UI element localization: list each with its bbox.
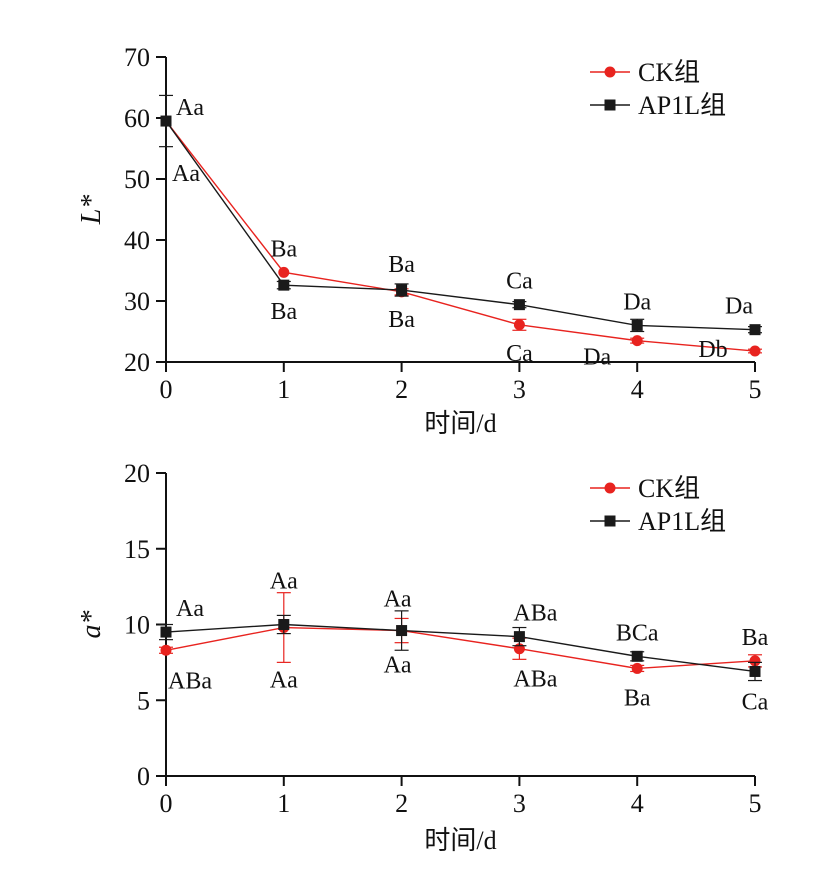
- data-point-ap1l: [749, 665, 761, 677]
- legend-marker-ck: [604, 482, 616, 494]
- significance-label: Aa: [172, 161, 200, 187]
- legend-label: CK组: [638, 58, 700, 87]
- significance-label: Ca: [506, 269, 533, 295]
- significance-label: ABa: [168, 668, 212, 694]
- data-point-ap1l: [631, 650, 643, 662]
- data-point-ap1l: [513, 299, 525, 311]
- data-point-ck: [631, 335, 643, 347]
- data-point-ap1l: [396, 625, 408, 637]
- significance-label: Aa: [176, 596, 204, 622]
- significance-label: Ba: [388, 252, 415, 278]
- x-tick-label: 5: [749, 789, 762, 818]
- data-point-ap1l: [396, 284, 408, 296]
- chart-panel-l-star: 20 30 40 50 60 70 0 1 2 3 4 5 时间/d L* Aa Ba Ba Ca Da Db Aa Ba…: [76, 43, 762, 438]
- data-point-ap1l: [278, 279, 290, 291]
- significance-label: Aa: [384, 653, 412, 679]
- y-tick-label: 0: [137, 762, 150, 791]
- y-tick-label: 40: [124, 226, 150, 255]
- significance-label: Aa: [384, 587, 412, 613]
- y-tick-label: 70: [124, 43, 150, 72]
- legend-label: AP1L组: [638, 91, 726, 120]
- significance-label: Da: [725, 294, 753, 320]
- series-line-ap1l: [165, 120, 756, 331]
- data-point-ck: [160, 644, 172, 656]
- data-point-ap1l: [278, 619, 290, 630]
- significance-label: Ba: [624, 685, 651, 711]
- significance-label: Ba: [742, 625, 769, 651]
- data-point-ap1l: [160, 626, 172, 638]
- significance-label: Da: [583, 345, 611, 371]
- x-axis-title: 时间/d: [424, 826, 496, 855]
- y-tick-label: 10: [124, 611, 150, 640]
- significance-label: BCa: [616, 620, 659, 646]
- y-axis-title: a*: [76, 611, 107, 639]
- data-point-ap1l: [631, 319, 643, 331]
- series-line-ck: [165, 626, 756, 670]
- significance-label: Ca: [742, 689, 769, 715]
- x-tick-label: 0: [160, 789, 173, 818]
- y-tick-label: 20: [124, 348, 150, 377]
- data-point-ck: [278, 266, 290, 278]
- x-tick-label: 4: [631, 789, 644, 818]
- significance-label: Ba: [388, 307, 415, 333]
- significance-label: Aa: [270, 668, 298, 694]
- significance-label: ABa: [513, 601, 557, 627]
- significance-label: Aa: [270, 569, 298, 595]
- data-point-ck: [749, 345, 761, 357]
- data-point-ck: [749, 655, 761, 667]
- legend-label: CK组: [638, 474, 700, 503]
- x-tick-label: 0: [160, 375, 173, 404]
- y-tick-label: 15: [124, 535, 150, 564]
- data-point-ap1l: [160, 115, 172, 127]
- x-tick-label: 2: [395, 375, 408, 404]
- series-line-ap1l: [165, 623, 756, 673]
- significance-label: Da: [623, 289, 651, 315]
- legend-label: AP1L组: [638, 507, 726, 536]
- x-tick-label: 1: [277, 789, 290, 818]
- legend-marker-ap1l: [604, 515, 616, 527]
- significance-label: Db: [698, 337, 727, 363]
- y-tick-label: 30: [124, 287, 150, 316]
- y-tick-label: 5: [137, 686, 150, 715]
- significance-label: Ba: [270, 299, 297, 325]
- y-tick-label: 50: [124, 165, 150, 194]
- chart-panel-a-star: 0 5 10 15 20 0 1 2 3 4 5 时间/d a* ABa Aa Aa ABa Ba Ba Aa Aa Aa…: [76, 459, 769, 855]
- x-tick-label: 4: [631, 375, 644, 404]
- data-point-ck: [631, 662, 643, 674]
- x-tick-label: 3: [513, 375, 526, 404]
- y-axis-title: L*: [76, 195, 107, 226]
- x-tick-label: 3: [513, 789, 526, 818]
- significance-label: ABa: [513, 667, 557, 693]
- significance-label: Ba: [270, 236, 297, 262]
- y-tick-label: 20: [124, 459, 150, 488]
- x-tick-label: 1: [277, 375, 290, 404]
- legend-marker-ck: [604, 66, 616, 78]
- data-point-ap1l: [513, 631, 525, 643]
- data-point-ck: [513, 319, 525, 331]
- x-axis-title: 时间/d: [424, 409, 496, 438]
- significance-label: Ca: [506, 341, 533, 367]
- data-point-ap1l: [749, 324, 761, 336]
- x-tick-label: 5: [749, 375, 762, 404]
- x-tick-label: 2: [395, 789, 408, 818]
- legend-marker-ap1l: [604, 99, 616, 111]
- significance-label: Aa: [176, 95, 204, 121]
- series-line-ck: [165, 120, 756, 352]
- y-tick-label: 60: [124, 104, 150, 133]
